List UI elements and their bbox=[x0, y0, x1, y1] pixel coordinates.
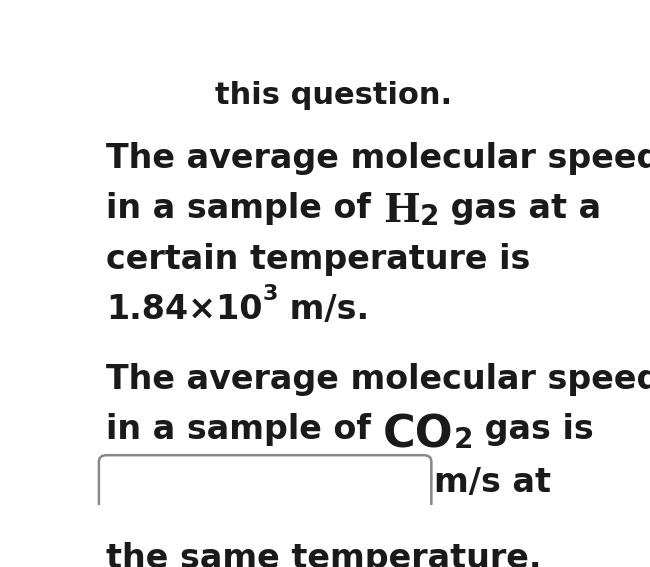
Text: 2: 2 bbox=[454, 426, 473, 454]
Text: H: H bbox=[383, 192, 420, 230]
Text: gas at a: gas at a bbox=[439, 192, 601, 226]
Text: The average molecular speed: The average molecular speed bbox=[107, 363, 650, 396]
Text: 1.84×10: 1.84×10 bbox=[107, 293, 263, 326]
Text: 3: 3 bbox=[263, 284, 278, 304]
Text: 2: 2 bbox=[420, 204, 439, 231]
FancyBboxPatch shape bbox=[99, 455, 432, 518]
Text: this question.: this question. bbox=[214, 81, 452, 110]
Text: The average molecular speed: The average molecular speed bbox=[107, 142, 650, 175]
Text: m/s at: m/s at bbox=[434, 466, 551, 499]
Text: in a sample of: in a sample of bbox=[107, 192, 383, 226]
Text: CO: CO bbox=[383, 413, 454, 456]
Text: certain temperature is: certain temperature is bbox=[107, 243, 531, 276]
Text: gas is: gas is bbox=[473, 413, 593, 446]
Text: m/s.: m/s. bbox=[278, 293, 369, 326]
Text: in a sample of: in a sample of bbox=[107, 413, 383, 446]
Text: the same temperature.: the same temperature. bbox=[107, 542, 542, 567]
